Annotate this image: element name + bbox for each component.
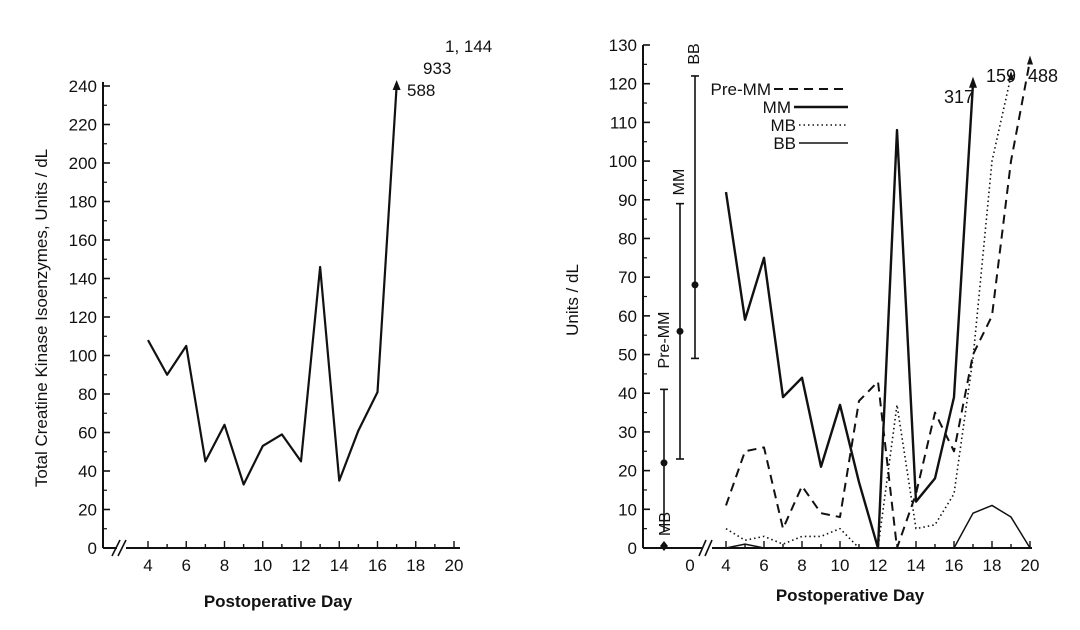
right-offscale-label: 317 — [944, 87, 974, 107]
left-x-tick-label: 12 — [292, 556, 311, 575]
right-y-tick-label: 30 — [618, 423, 637, 442]
right-offscale-arrow — [1027, 55, 1033, 65]
right-y-tick-label: 20 — [618, 462, 637, 481]
left-x-tick-label: 6 — [182, 556, 191, 575]
right-y-tick-label: 70 — [618, 268, 637, 287]
left-axis-break — [111, 539, 127, 557]
left-y-tick-label: 100 — [69, 347, 97, 366]
right-x-tick-label: 18 — [983, 556, 1002, 575]
right-chart: 0 10 20 30 40 50 60 70 80 90 100 110 120 130 4 6 8 10 12 14… — [563, 36, 1058, 605]
left-y-tick-label: 220 — [69, 116, 97, 135]
ref-range-label: Pre-MM — [656, 312, 673, 369]
right-x-tick-label: 16 — [945, 556, 964, 575]
left-x-tick-label: 18 — [406, 556, 425, 575]
left-x-tick-label: 20 — [445, 556, 464, 575]
right-offscale-label: 159 — [986, 66, 1016, 86]
left-y-tick-label: 240 — [69, 77, 97, 96]
left-offscale-label: 1, 144 — [445, 37, 492, 56]
right-y-tick-label: 90 — [618, 191, 637, 210]
right-x-tick-label: 20 — [1021, 556, 1040, 575]
right-offscale-arrow — [969, 76, 977, 88]
right-y-tick-label: 50 — [618, 346, 637, 365]
right-y-tick-label: 120 — [609, 75, 637, 94]
ref-range-marker — [660, 541, 668, 551]
legend-label: MB — [771, 116, 797, 135]
left-y-tick-label: 120 — [69, 308, 97, 327]
left-y-tick-label: 40 — [78, 462, 97, 481]
left-y-tick-label: 200 — [69, 154, 97, 173]
ref-range-mean — [691, 281, 699, 289]
left-y-tick-label: 140 — [69, 270, 97, 289]
left-x-tick-label: 16 — [368, 556, 387, 575]
right-x-tick-label: 6 — [759, 556, 768, 575]
right-x-tick-label: 12 — [869, 556, 888, 575]
left-series-line — [147, 85, 398, 486]
series-line-mm — [724, 83, 975, 550]
left-x-axis-title: Postoperative Day — [204, 592, 353, 611]
left-y-tick-label: 0 — [88, 539, 97, 558]
right-y-tick-label: 40 — [618, 384, 637, 403]
left-chart: 0 20 40 60 80 100 120 140 160 180 200 220 240 4 6 8 10 12… — [32, 37, 492, 611]
right-x-axis-title: Postoperative Day — [776, 586, 925, 605]
left-y-tick-label: 80 — [78, 385, 97, 404]
legend-label: Pre-MM — [711, 80, 771, 99]
right-y-tick-label: 110 — [610, 113, 637, 132]
ref-range-label: MB — [657, 512, 674, 536]
left-y-tick-label: 20 — [78, 501, 97, 520]
ref-range-mean — [676, 327, 684, 335]
left-offscale-label: 588 — [407, 81, 435, 100]
left-x-tick-label: 8 — [220, 556, 229, 575]
left-y-axis-title: Total Creatine Kinase Isoenzymes, Units … — [32, 149, 51, 487]
left-y-tick-label: 60 — [78, 424, 97, 443]
left-y-tick-label: 160 — [69, 231, 97, 250]
right-offscale-label: 488 — [1028, 66, 1058, 86]
right-x-tick-label: 14 — [907, 556, 926, 575]
left-x-tick-label: 10 — [253, 556, 272, 575]
series-line-bb — [725, 504, 1031, 549]
right-y-tick-label: 10 — [618, 500, 637, 519]
left-offscale-arrow — [392, 80, 401, 90]
right-y-tick-label: 130 — [609, 36, 637, 55]
right-y-tick-label: 100 — [609, 152, 637, 171]
right-x-tick-label: 10 — [831, 556, 850, 575]
legend-label: MM — [763, 98, 791, 117]
ref-range-mean — [660, 459, 668, 467]
left-x-tick-label: 4 — [143, 556, 152, 575]
right-baseline-tick-label: 0 — [685, 556, 694, 575]
left-x-tick-label: 14 — [330, 556, 349, 575]
right-offscale-arrow — [1008, 70, 1014, 80]
left-y-tick-label: 180 — [69, 193, 97, 212]
left-offscale-label: 933 — [423, 59, 451, 78]
right-y-tick-label: 0 — [628, 539, 637, 558]
right-y-axis-title: Units / dL — [563, 264, 582, 336]
right-x-tick-label: 4 — [721, 556, 730, 575]
right-axis-break — [698, 539, 713, 557]
legend-label: BB — [773, 134, 796, 153]
right-y-tick-label: 60 — [618, 307, 637, 326]
right-x-tick-label: 8 — [797, 556, 806, 575]
ref-range-label: BB — [686, 43, 703, 64]
right-y-tick-label: 80 — [618, 229, 637, 248]
ref-range-label: MM — [671, 169, 688, 196]
